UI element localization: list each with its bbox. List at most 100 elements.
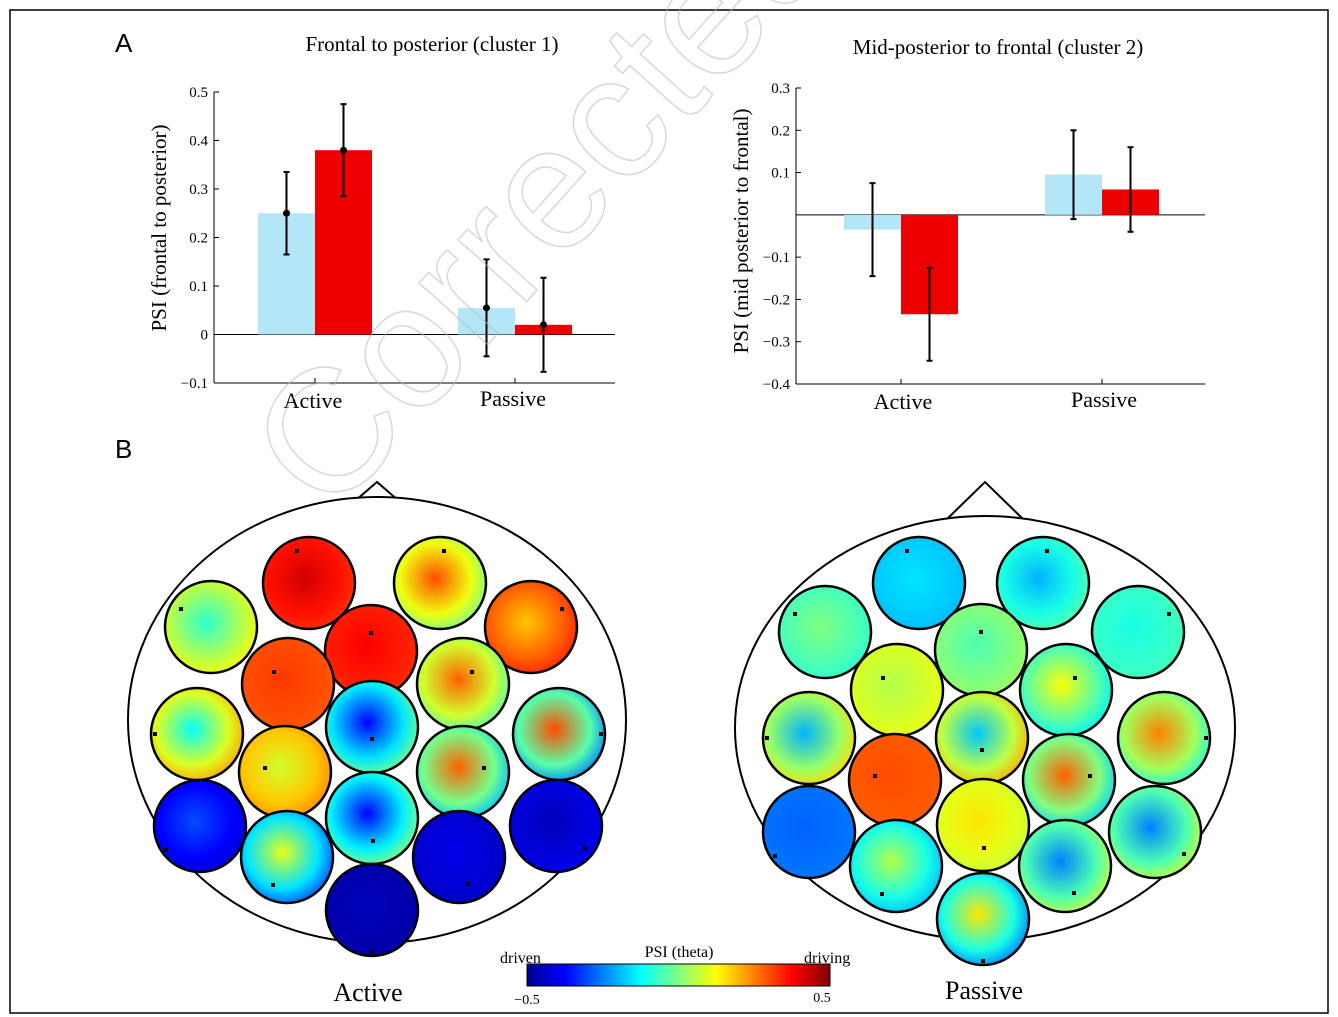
chart-1-title: Frontal to posterior (cluster 1) <box>305 32 558 56</box>
electrode-marker <box>1204 736 1208 740</box>
topomap <box>1018 642 1114 738</box>
colorbar-right-label: driving <box>804 950 850 967</box>
chart-1-ytick-label: 0.1 <box>189 279 208 295</box>
electrode-marker <box>442 549 446 553</box>
electrode-marker <box>1088 774 1092 778</box>
topomap-disc <box>324 862 420 958</box>
panel-label-a: A <box>115 28 133 58</box>
electrode-marker <box>295 549 299 553</box>
topomap <box>508 778 604 874</box>
passive-head-label: Passive <box>945 976 1023 1005</box>
topomap-disc <box>847 732 943 828</box>
chart-2-ytick-label: 0.3 <box>771 81 790 97</box>
active-head-label: Active <box>333 978 402 1007</box>
topomap <box>1116 690 1212 786</box>
chart-2-ytick-label: −0.2 <box>763 292 790 308</box>
chart-2-category-passive: Passive <box>1071 387 1137 412</box>
topomap-disc <box>261 535 357 631</box>
topomap-disc <box>508 778 604 874</box>
chart-1-ytick-label: −0.1 <box>181 376 208 392</box>
chart-1-error-bars <box>283 103 547 373</box>
colorbar-gradient <box>526 963 831 987</box>
topomap-disc <box>1116 690 1212 786</box>
topomap <box>847 732 943 828</box>
colorbar-max-label: 0.5 <box>813 991 831 1006</box>
head-active: Active <box>127 480 627 1007</box>
topomap <box>777 584 873 680</box>
electrode-marker <box>981 959 985 963</box>
topomap <box>411 809 507 905</box>
topomap <box>324 862 420 958</box>
chart-1-ytick-label: 0.3 <box>189 182 208 198</box>
topomap <box>149 686 245 782</box>
electrode-marker <box>980 748 984 752</box>
topomaps-passive <box>761 535 1212 967</box>
chart-1-mean-dot <box>283 209 290 217</box>
topomap <box>933 602 1029 698</box>
electrode-marker <box>1182 852 1186 856</box>
topomap-disc <box>392 535 488 631</box>
electrode-marker <box>164 848 168 852</box>
topomap-disc <box>415 636 511 732</box>
electrode-marker <box>179 607 183 611</box>
colorbar-min-label: −0.5 <box>514 993 539 1008</box>
electrode-marker <box>560 607 564 611</box>
topomap <box>163 579 259 675</box>
topomap-disc <box>995 535 1091 631</box>
chart-1-mean-dot <box>540 321 547 329</box>
chart-2-ylabel: PSI (mid posterior to frontal) <box>729 109 753 354</box>
electrode-marker <box>369 631 373 635</box>
chart-2-bars <box>844 174 1159 315</box>
electrode-marker <box>793 612 797 616</box>
electrode-marker <box>1167 612 1171 616</box>
topomap <box>849 642 945 738</box>
electrode-marker <box>370 737 374 741</box>
electrode-marker <box>1072 891 1076 895</box>
topomap-disc <box>933 602 1029 698</box>
topomap-disc <box>415 724 511 820</box>
topomap <box>934 690 1030 786</box>
topomap <box>761 690 857 786</box>
chart-2-ytick-label: 0.1 <box>771 166 790 182</box>
electrode-marker <box>773 854 777 858</box>
topomap-disc <box>483 579 579 675</box>
topomap-disc <box>411 809 507 905</box>
chart-2-axes: −0.4 −0.3 −0.2 −0.1 0.1 0.2 0.3 <box>763 81 1205 393</box>
topomap <box>392 535 488 631</box>
topomap-disc <box>761 784 857 880</box>
chart-2-ytick-label: −0.3 <box>763 335 790 351</box>
topomap <box>415 724 511 820</box>
chart-1-category-active: Active <box>284 388 343 413</box>
electrode-marker <box>979 630 983 634</box>
electrode-marker <box>982 846 986 850</box>
topomap <box>871 535 967 631</box>
electrode-marker <box>599 732 603 736</box>
topomap-disc <box>149 686 245 782</box>
chart-1-ytick-label: 0.5 <box>189 85 208 101</box>
colorbar-left-label: driven <box>500 950 541 967</box>
topomap-disc <box>511 686 607 782</box>
topomap <box>761 784 857 880</box>
electrode-marker <box>881 676 885 680</box>
topomap-disc <box>239 809 335 905</box>
electrode-marker <box>470 670 474 674</box>
topomap <box>415 636 511 732</box>
topomap <box>324 770 420 866</box>
colorbar-title: PSI (theta) <box>645 944 714 961</box>
electrode-marker <box>880 892 884 896</box>
topomap-disc <box>871 535 967 631</box>
electrode-marker <box>271 883 275 887</box>
topomap <box>1021 732 1117 828</box>
electrode-marker <box>765 736 769 740</box>
topomap <box>1017 818 1113 914</box>
electrode-marker <box>1073 676 1077 680</box>
topomap <box>1107 784 1203 880</box>
electrode-marker <box>873 774 877 778</box>
topomaps-active <box>149 535 607 958</box>
chart-2-ytick-label: −0.4 <box>763 377 791 393</box>
topomap-disc <box>1018 642 1114 738</box>
topomap-disc <box>777 584 873 680</box>
chart-2-title: Mid-posterior to frontal (cluster 2) <box>853 35 1143 59</box>
topomap-disc <box>934 690 1030 786</box>
